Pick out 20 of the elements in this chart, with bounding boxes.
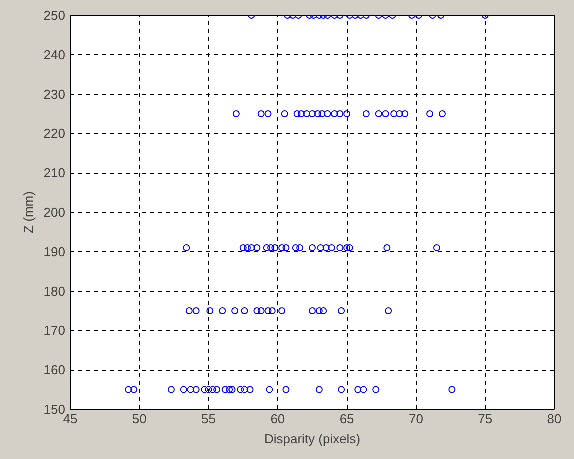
y-tick-label: 240 [44, 47, 66, 62]
y-tick-label: 200 [44, 205, 66, 220]
y-tick-label: 250 [44, 8, 66, 23]
x-axis-title: Disparity (pixels) [264, 432, 361, 446]
x-tick-label: 75 [478, 412, 493, 426]
y-tick-label: 230 [44, 86, 66, 102]
y-tick-label: 150 [44, 402, 66, 417]
y-tick-label: 170 [44, 323, 66, 338]
x-tick-label: 70 [408, 412, 424, 426]
y-tick-label: 160 [44, 362, 66, 378]
x-tick-label: 60 [270, 412, 286, 426]
x-tick-label: 55 [202, 412, 216, 426]
y-tick-label: 220 [44, 126, 66, 142]
x-tick-label: 65 [340, 412, 354, 426]
y-tick-label: 180 [44, 284, 66, 299]
y-axis-title: Z (mm) [20, 192, 36, 234]
x-tick-label: 80 [547, 412, 562, 426]
y-tick-label: 190 [44, 244, 66, 260]
y-tick-label: 210 [44, 166, 66, 181]
x-tick-label: 50 [132, 412, 147, 426]
